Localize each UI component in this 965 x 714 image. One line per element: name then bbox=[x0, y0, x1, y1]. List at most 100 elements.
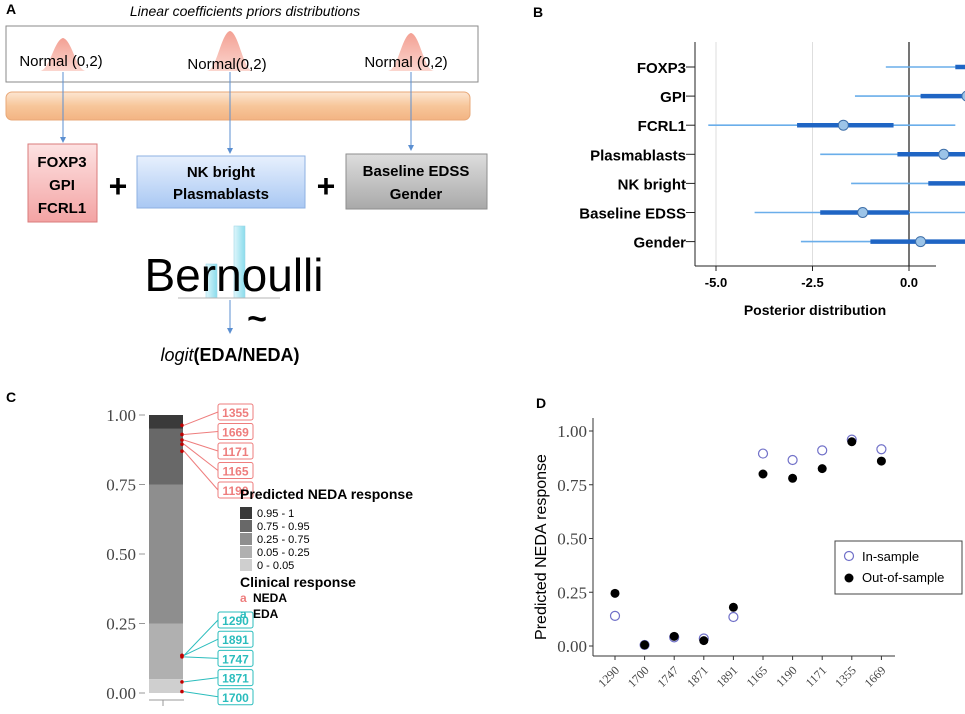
scatter-point-out-of-sample-1165 bbox=[758, 469, 768, 479]
legend-swatch-0-25-0-75 bbox=[240, 533, 252, 545]
forest-x-axis-label: Posterior distribution bbox=[744, 302, 886, 318]
scatter-y-axis-label: Predicted NEDA response bbox=[533, 454, 550, 640]
forest-label-gpi: GPI bbox=[660, 89, 686, 106]
legend-title: Predicted NEDA response bbox=[240, 486, 413, 502]
forest-label-gender: Gender bbox=[633, 235, 686, 252]
stack-band-0-95-1 bbox=[149, 415, 183, 429]
neda-patient-tag-1355 bbox=[217, 403, 254, 421]
neda-patient-label-1190: 1190 bbox=[222, 484, 248, 498]
panel-b: B -5.0-2.50.02.55.0 FOXP3GPIFCRL1Plasmab… bbox=[533, 4, 965, 318]
prior-label-2: Normal(0,2) bbox=[187, 56, 266, 73]
neda-patient-label-1355: 1355 bbox=[222, 406, 249, 420]
eda-patient-leader-1747 bbox=[183, 656, 219, 659]
neda-patient-point-1669 bbox=[180, 432, 184, 437]
stack-band-0-75-0-95 bbox=[149, 428, 183, 485]
neda-patient-tag-1171 bbox=[217, 442, 254, 460]
eda-patient-leader-1290 bbox=[183, 619, 219, 656]
legend-out-of-sample-label: Out-of-sample bbox=[862, 570, 944, 585]
logit-argument: (EDA/NEDA) bbox=[194, 345, 300, 365]
plus-sign-2: + bbox=[317, 168, 336, 204]
legend-swatch-0-05-0-25 bbox=[240, 546, 252, 558]
stacked-bar-marks: 0.00 0.25 0.50 0.75 1.00 1355 1669 1171 1165 1190… bbox=[106, 403, 254, 706]
prior-curve-2 bbox=[207, 31, 253, 71]
scatter-y-tick-label-0-50: 0.50 bbox=[557, 530, 587, 549]
scatter-point-out-of-sample-1700 bbox=[640, 640, 650, 650]
legend-label-0-95-1: 0.95 - 1 bbox=[257, 508, 294, 520]
neda-patient-tag-1190 bbox=[217, 481, 254, 499]
forest-marks: FOXP3 GPI FCRL1 Plasmablasts NK bright Baseli… bbox=[579, 60, 965, 252]
forest-label-nk-bright: NK bright bbox=[618, 176, 686, 193]
neda-patient-leader-1171 bbox=[183, 439, 219, 452]
panel-a: A Linear coefficients priors distributio… bbox=[5, 1, 488, 365]
stack-y-tick-label-0-25: 0.25 bbox=[106, 615, 136, 634]
neda-patient-label-1171: 1171 bbox=[222, 445, 248, 459]
eda-patient-tag-1871 bbox=[217, 669, 254, 687]
tilde-sign: ~ bbox=[247, 300, 267, 338]
forest-median-plasmablasts bbox=[938, 148, 950, 160]
scatter-y-tick-label-1-00: 1.00 bbox=[557, 422, 587, 441]
panel-label-d: D bbox=[536, 395, 546, 411]
box-genes-line-1: FOXP3 bbox=[37, 154, 86, 171]
stack-y-tick-label-0-75: 0.75 bbox=[106, 476, 136, 495]
clinical-neda-label: NEDA bbox=[253, 591, 287, 605]
eda-patient-label-1747: 1747 bbox=[222, 652, 249, 666]
forest-median-fcrl1 bbox=[837, 119, 849, 131]
panel-label-c: C bbox=[6, 389, 16, 405]
clinical-title: Clinical response bbox=[240, 574, 356, 590]
scatter-point-in-sample-1171 bbox=[817, 445, 828, 456]
scatter-x-tick-label-1355: 1355 bbox=[832, 663, 859, 690]
eda-patient-label-1871: 1871 bbox=[222, 672, 249, 686]
box-clinical-line-1: Baseline EDSS bbox=[363, 163, 470, 180]
forest-x-tick-label--2-5: -2.5 bbox=[801, 275, 823, 290]
legend-swatch-0-95-1 bbox=[240, 507, 252, 519]
forest-median-gpi bbox=[961, 90, 965, 102]
stack-legend: Predicted NEDA response Clinical respons… bbox=[240, 486, 413, 621]
scatter-point-out-of-sample-1891 bbox=[728, 602, 738, 612]
bernoulli-label: Bernoulli bbox=[145, 249, 324, 301]
box-clinical bbox=[345, 153, 488, 210]
neda-patient-leader-1669 bbox=[183, 431, 219, 435]
eda-patient-point-1700 bbox=[180, 689, 184, 694]
box-cells-line-1: NK bright bbox=[187, 164, 255, 181]
scatter-y-tick-label-0-25: 0.25 bbox=[557, 583, 587, 602]
forest-grid: -5.0-2.50.02.55.0 bbox=[705, 42, 918, 290]
scatter-point-in-sample-1290 bbox=[609, 610, 621, 622]
eda-patient-tag-1747 bbox=[217, 649, 254, 667]
plus-sign-1: + bbox=[109, 168, 128, 204]
box-cells bbox=[136, 155, 306, 209]
linear-combination-band bbox=[5, 91, 471, 121]
scatter-x-tick-label-1669: 1669 bbox=[862, 663, 889, 690]
panel-c: C 0.00 0.25 0.50 0.75 1.00 1355 1669 1171 1165 11… bbox=[6, 389, 413, 706]
legend-in-sample-marker bbox=[843, 550, 855, 562]
scatter-point-out-of-sample-1355 bbox=[847, 437, 857, 447]
panel-d: D Predicted NEDA response 0.00 0.25 0.50 0.… bbox=[533, 395, 963, 690]
panel-label-b: B bbox=[533, 4, 543, 20]
eda-patient-leader-1700 bbox=[183, 691, 219, 698]
scatter-point-out-of-sample-1171 bbox=[817, 464, 827, 474]
forest-label-baseline-edss: Baseline EDSS bbox=[579, 206, 686, 223]
scatter-x-tick-label-1290: 1290 bbox=[595, 663, 622, 690]
priors-title: Linear coefficients priors distributions bbox=[130, 3, 360, 19]
scatter-point-out-of-sample-1190 bbox=[788, 473, 798, 483]
forest-median-baseline-edss bbox=[857, 207, 869, 218]
scatter-point-out-of-sample-1747 bbox=[669, 631, 679, 641]
prior-label-1: Normal (0,2) bbox=[19, 53, 102, 70]
priors-frame bbox=[5, 25, 479, 83]
prior-curve-3 bbox=[388, 33, 434, 71]
scatter-point-out-of-sample-1290 bbox=[610, 588, 620, 598]
scatter-point-in-sample-1190 bbox=[787, 454, 798, 466]
eda-patient-leader-1891 bbox=[183, 638, 219, 656]
stack-band-0-05-0-25 bbox=[149, 623, 183, 680]
forest-label-plasmablasts: Plasmablasts bbox=[590, 147, 686, 164]
neda-patient-point-1165 bbox=[180, 442, 184, 446]
prior-label-3: Normal (0,2) bbox=[364, 54, 447, 71]
eda-patient-label-1700: 1700 bbox=[222, 691, 249, 705]
neda-patient-point-1190 bbox=[180, 449, 184, 453]
legend-in-sample-label: In-sample bbox=[862, 549, 919, 564]
legend-swatch-0-75-0-95 bbox=[240, 520, 252, 532]
stack-y-tick-label-0-50: 0.50 bbox=[106, 545, 136, 564]
clinical-neda-key: a bbox=[240, 591, 247, 605]
stack-y-tick-label-1-00: 1.00 bbox=[106, 406, 136, 425]
scatter-x-tick-label-1171: 1171 bbox=[803, 663, 830, 690]
box-genes-line-3: FCRL1 bbox=[38, 200, 86, 217]
